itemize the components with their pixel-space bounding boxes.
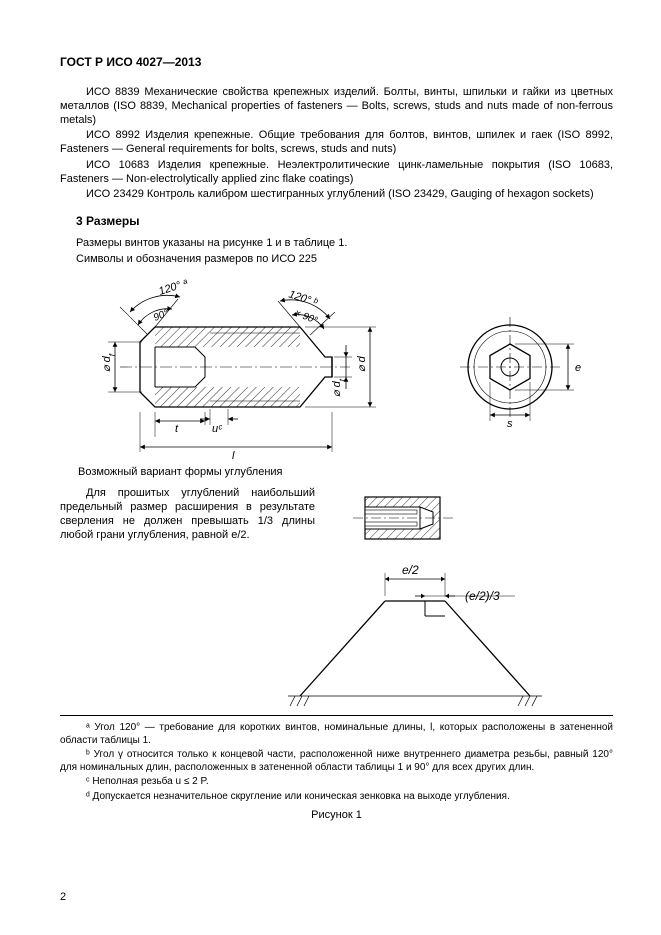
- page-number: 2: [60, 891, 66, 905]
- section-3-heading: 3 Размеры: [76, 214, 613, 229]
- footnote-b: ᵇ Угол γ относится только к концевой час…: [60, 749, 613, 774]
- page-header: ГОСТ Р ИСО 4027—2013: [60, 55, 613, 70]
- footnote-d: ᵈ Допускается незначительное скругление …: [60, 791, 613, 804]
- footnote-rule: [60, 715, 613, 716]
- svg-text:⌀ d: ⌀ d: [356, 355, 368, 372]
- section-3-p2: Символы и обозначения размеров по ИСО 22…: [76, 253, 613, 267]
- cone-detail: e/2 (e/2)/3: [270, 561, 570, 711]
- ref-iso-10683: ИСО 10683 Изделия крепежные. Неэлектроли…: [60, 159, 613, 187]
- ref-iso-8992: ИСО 8992 Изделия крепежные. Общие требов…: [60, 129, 613, 157]
- figure-label: Рисунок 1: [60, 809, 613, 823]
- figure-1-main: 120° ᵃ 90° 120° ᵇ × 90° ⌀ df: [60, 277, 613, 712]
- svg-text:(e/2)/3: (e/2)/3: [465, 589, 500, 603]
- svg-text:⌀ df: ⌀ df: [101, 353, 117, 372]
- footnote-c: ᶜ Неполная резьба u ≤ 2 P.: [60, 776, 613, 789]
- svg-text:l: l: [232, 450, 235, 462]
- figure-note-text: Для прошитых углублений наибольший преде…: [60, 487, 315, 542]
- footnotes: ᵃ Угол 120° — требование для коротких ви…: [60, 722, 613, 803]
- svg-text:90°: 90°: [152, 307, 170, 323]
- figure-note-block: Для прошитых углублений наибольший преде…: [60, 487, 613, 547]
- svg-text:e/2: e/2: [402, 563, 419, 577]
- figure-caption-alt: Возможный вариант формы углубления: [78, 466, 613, 480]
- svg-text:⌀ dt: ⌀ dt: [331, 378, 347, 397]
- footnote-a: ᵃ Угол 120° — требование для коротких ви…: [60, 722, 613, 747]
- svg-text:e: e: [575, 362, 581, 374]
- svg-text:uᶜ: uᶜ: [212, 423, 223, 435]
- ref-iso-23429: ИСО 23429 Контроль калибром шестигранных…: [60, 188, 613, 202]
- socket-variant-icon: [335, 487, 505, 547]
- svg-text:120° ᵃ: 120° ᵃ: [157, 277, 190, 298]
- svg-text:s: s: [507, 418, 513, 430]
- svg-text:120° ᵇ: 120° ᵇ: [287, 288, 319, 309]
- ref-iso-8839: ИСО 8839 Механические свойства крепежных…: [60, 86, 613, 127]
- section-3-p1: Размеры винтов указаны на рисунке 1 и в …: [76, 237, 613, 251]
- svg-text:t: t: [175, 423, 179, 435]
- svg-text:× 90°: × 90°: [293, 307, 319, 326]
